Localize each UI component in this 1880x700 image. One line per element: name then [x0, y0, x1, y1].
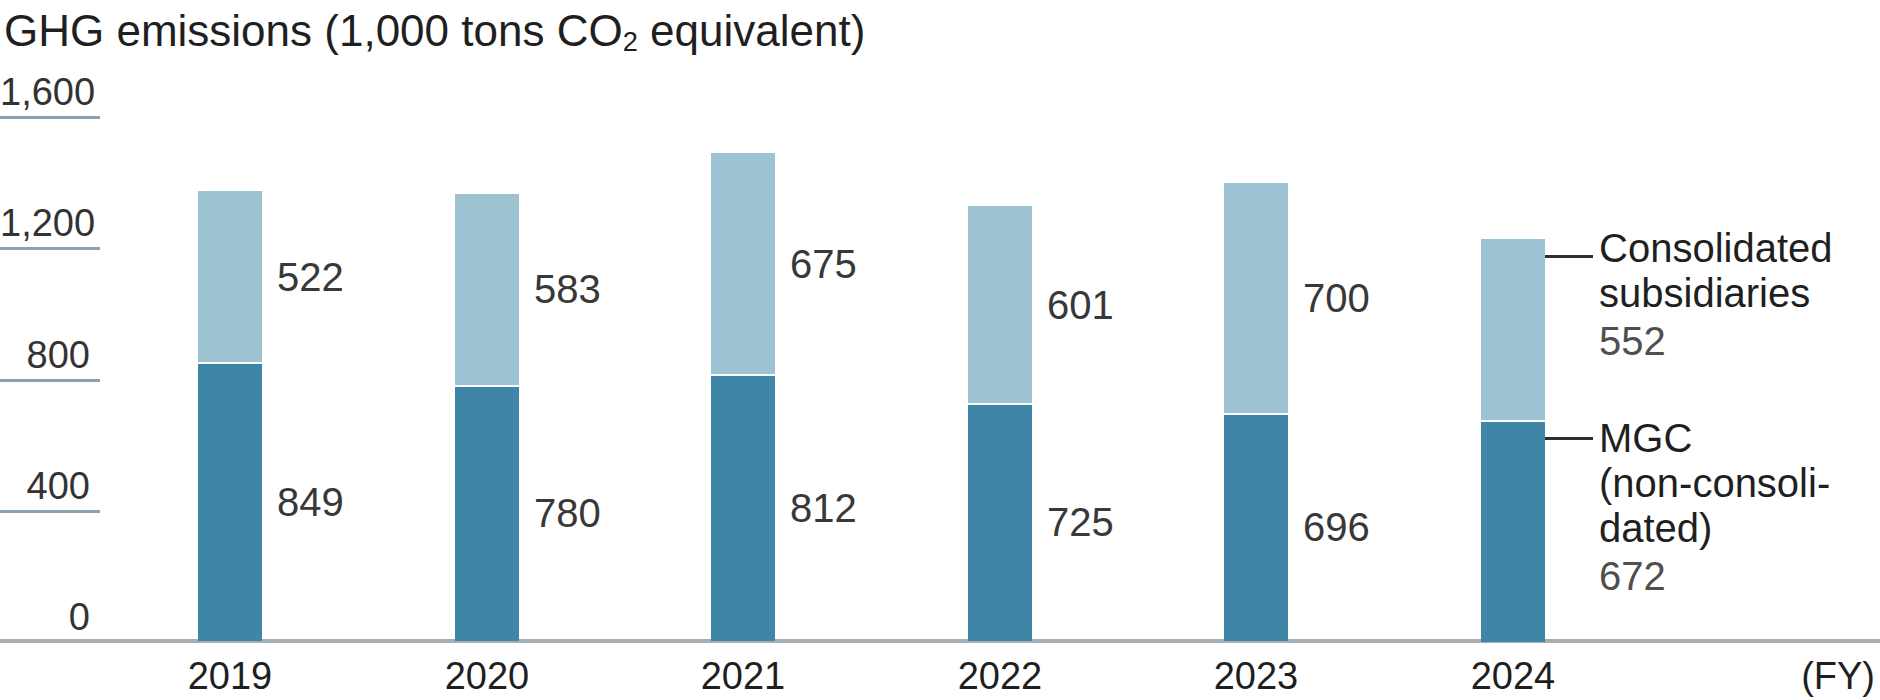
bar-segment-mgc — [968, 403, 1032, 641]
bar-segment-mgc — [1224, 413, 1288, 641]
bar-value-label-subsidiaries: 700 — [1303, 278, 1370, 318]
bar-value-label-subsidiaries: 601 — [1047, 285, 1114, 325]
bar-segment-consolidated-subsidiaries — [968, 206, 1032, 405]
chart-title: GHG emissions (1,000 tons CO2 equivalent… — [4, 6, 865, 67]
legend-leader-line-subsidiaries — [1541, 255, 1593, 258]
bar-segment-consolidated-subsidiaries — [1224, 183, 1288, 415]
y-tick-label: 1,600 — [0, 70, 90, 114]
bar-segment-mgc — [711, 375, 775, 641]
x-axis-year-label: 2022 — [920, 654, 1080, 698]
legend-leader-line-mgc — [1541, 437, 1593, 440]
x-axis-line — [0, 639, 1880, 643]
x-axis-unit-label: (FY) — [1801, 654, 1875, 698]
legend-label-line: Consolidated — [1599, 226, 1880, 271]
bar-segment-mgc — [198, 362, 262, 641]
y-tick-label: 1,200 — [0, 201, 90, 245]
bar-value-label-mgc: 812 — [790, 488, 857, 528]
x-axis-year-label: 2019 — [150, 654, 310, 698]
legend-label-line: (non-consoli- — [1599, 461, 1880, 506]
legend-label-line: MGC — [1599, 416, 1880, 461]
bar-segment-consolidated-subsidiaries — [1481, 239, 1545, 422]
bar-value-label-mgc: 780 — [534, 493, 601, 533]
y-tick-line — [0, 247, 100, 250]
bar-segment-mgc — [455, 385, 519, 641]
chart-title-subscript: 2 — [623, 26, 638, 57]
y-tick-line — [0, 379, 100, 382]
y-tick-label: 0 — [0, 595, 90, 639]
x-axis-year-label: 2023 — [1176, 654, 1336, 698]
x-axis-year-label: 2024 — [1433, 654, 1593, 698]
bar-segment-consolidated-subsidiaries — [455, 194, 519, 387]
legend-label-line: dated) — [1599, 506, 1880, 551]
chart-title-text: GHG emissions (1,000 tons CO — [4, 6, 623, 55]
y-tick-label: 400 — [0, 464, 90, 508]
legend-entry-consolidated-subsidiaries: Consolidated subsidiaries 552 — [1599, 226, 1880, 364]
bar-value-label-mgc: 725 — [1047, 502, 1114, 542]
legend-value-consolidated-subsidiaries: 552 — [1599, 319, 1880, 364]
legend-label-line: subsidiaries — [1599, 271, 1880, 316]
legend-value-mgc: 672 — [1599, 554, 1880, 599]
x-axis-year-label: 2021 — [663, 654, 823, 698]
bar-value-label-mgc: 696 — [1303, 507, 1370, 547]
x-axis-year-label: 2020 — [407, 654, 567, 698]
bar-value-label-subsidiaries: 522 — [277, 257, 344, 297]
legend-entry-mgc: MGC (non-consoli- dated) 672 — [1599, 416, 1880, 599]
y-tick-line — [0, 116, 100, 119]
bar-segment-mgc — [1481, 421, 1545, 642]
bar-value-label-subsidiaries: 675 — [790, 244, 857, 284]
bar-value-label-subsidiaries: 583 — [534, 269, 601, 309]
y-tick-label: 800 — [0, 333, 90, 377]
bar-segment-consolidated-subsidiaries — [711, 153, 775, 376]
bar-value-label-mgc: 849 — [277, 482, 344, 522]
chart-title-suffix: equivalent) — [638, 6, 865, 55]
y-tick-line — [0, 510, 100, 513]
bar-segment-consolidated-subsidiaries — [198, 191, 262, 364]
